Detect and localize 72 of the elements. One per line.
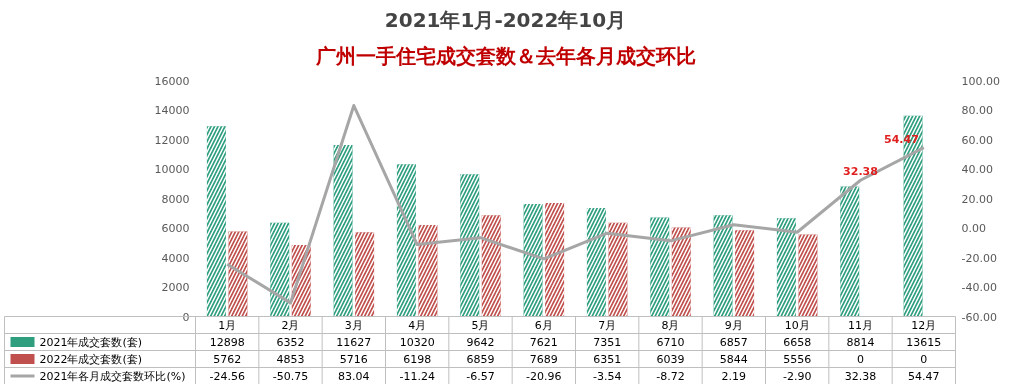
x-tick-label: 4月	[408, 318, 427, 332]
y2-tick-label: 60.00	[961, 133, 993, 147]
x-tick-label: 2月	[281, 318, 300, 332]
y2-tick-label: 20.00	[961, 192, 993, 206]
data-label: 13615	[906, 336, 942, 349]
data-label: -8.72	[656, 370, 685, 383]
data-label: 6039	[656, 353, 685, 366]
legend-label: 2021年各月成交套数环比(%)	[39, 369, 186, 383]
data-label: 9642	[466, 336, 495, 349]
x-tick-label: 8月	[661, 318, 680, 332]
data-label: -6.57	[466, 370, 495, 383]
data-label: -11.24	[399, 370, 435, 383]
data-label: -24.56	[209, 370, 245, 383]
data-label: -3.54	[592, 370, 622, 383]
data-label: 4853	[276, 353, 305, 366]
x-tick-label: 6月	[534, 318, 553, 332]
data-label: 6710	[656, 336, 685, 349]
y-tick-label: 14000	[154, 104, 190, 117]
y-tick-label: 8000	[161, 192, 190, 206]
x-tick-label: 3月	[344, 318, 363, 332]
data-label: 7351	[593, 336, 622, 349]
y-tick-label: 12000	[154, 133, 190, 147]
y2-tick-label: -20.00	[961, 251, 997, 265]
data-label: 6857	[719, 336, 748, 349]
data-label: 6351	[593, 353, 622, 366]
data-label: 7621	[529, 336, 558, 349]
data-label: -20.96	[526, 370, 562, 383]
chart-subtitle: 广州一手住宅成交套数＆去年各月成交环比	[314, 43, 696, 68]
y2-tick-label: 80.00	[961, 104, 993, 117]
y-tick-label: 4000	[161, 251, 190, 265]
chart-title: 2021年1月-2022年10月	[384, 7, 627, 32]
x-tick-label: 12月	[911, 318, 937, 332]
data-label: 0	[920, 353, 928, 366]
data-label: 5716	[339, 353, 368, 366]
data-label: 6352	[276, 336, 305, 349]
x-tick-label: 5月	[471, 318, 490, 332]
line-series	[225, 104, 926, 305]
data-label: 6658	[783, 336, 812, 349]
data-label: 12898	[209, 336, 245, 349]
data-label: 10320	[399, 336, 435, 349]
data-label: 83.04	[338, 370, 370, 383]
data-label: 5844	[719, 353, 748, 366]
data-label: -50.75	[272, 370, 309, 383]
y-tick-label: 16000	[154, 74, 190, 88]
data-label: 8814	[846, 336, 875, 349]
data-label: 6859	[466, 353, 495, 366]
data-label: 54.47	[908, 370, 940, 383]
y2-tick-label: -40.00	[961, 281, 997, 294]
data-label: -2.90	[782, 370, 812, 383]
data-label: 2.19	[721, 370, 747, 383]
y2-tick-label: -60.00	[961, 310, 997, 324]
annotation: 32.38	[843, 165, 878, 179]
y2-tick-label: 0.00	[961, 222, 986, 235]
y2-tick-label: 100.00	[961, 74, 1000, 88]
data-label: 7689	[529, 353, 558, 366]
y-tick-label: 6000	[161, 222, 190, 235]
data-label: 5556	[783, 353, 812, 366]
x-tick-label: 10月	[784, 318, 810, 332]
y2-tick-label: 40.00	[961, 163, 993, 176]
legend-label: 2021年成交套数(套)	[39, 335, 143, 349]
data-label: 0	[857, 353, 864, 366]
data-label: 11627	[336, 336, 372, 349]
x-tick-label: 11月	[848, 318, 873, 332]
x-tick-label: 1月	[218, 318, 237, 332]
x-tick-label: 7月	[598, 318, 617, 332]
y-tick-label: 10000	[154, 163, 190, 176]
data-label: 6198	[403, 353, 432, 366]
legend-label: 2022年成交套数(套)	[39, 352, 143, 366]
x-tick-label: 9月	[724, 318, 743, 332]
data-label: 32.38	[844, 370, 877, 383]
data-label: 5762	[213, 353, 242, 366]
y-tick-label: 2000	[161, 281, 190, 294]
